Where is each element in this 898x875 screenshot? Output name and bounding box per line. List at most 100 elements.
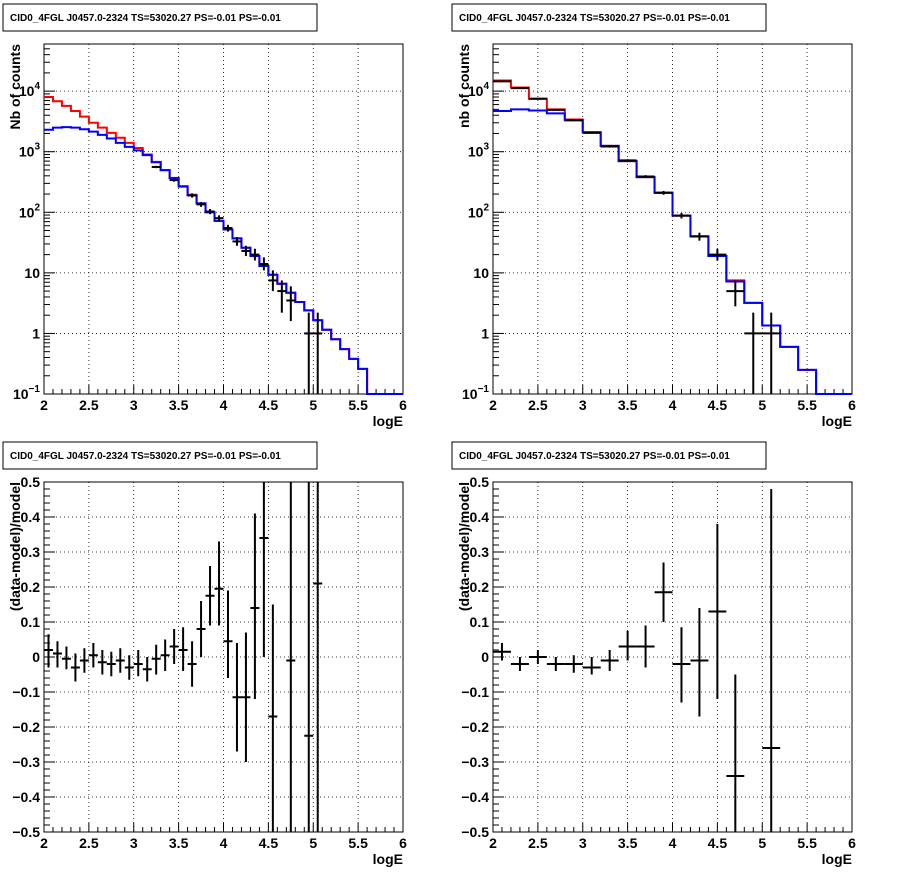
y-tick-base: 0.5 (21, 474, 41, 490)
y-tick-label: −0.1 (461, 684, 489, 700)
x-tick-label: 4 (669, 835, 677, 851)
data-point (618, 630, 637, 661)
x-tick-label: 4 (220, 835, 228, 851)
data-point (744, 312, 763, 394)
y-tick-label: 0.4 (470, 509, 490, 525)
residuals-chart-left: CID0_4FGL J0457.0-2324 TS=53020.27 PS=-0… (2, 441, 407, 867)
y-axis-label: (data-model)/model (456, 482, 472, 611)
y-axis-label: (data-model)/model (7, 482, 23, 611)
x-tick-label: 3 (130, 835, 138, 851)
data-point (259, 482, 269, 657)
data-point (528, 97, 547, 100)
y-tick-exponent: −1 (29, 384, 41, 395)
data-point (187, 641, 197, 687)
data-point (142, 657, 152, 682)
y-tick-base: 0.3 (21, 544, 41, 560)
x-tick-label: 5.5 (797, 835, 817, 851)
y-tick-label: −0.4 (461, 789, 489, 805)
data-point (286, 286, 296, 322)
y-tick-exponent: 2 (34, 202, 40, 213)
data-point (223, 590, 233, 678)
residuals-panel-right: CID0_4FGL J0457.0-2324 TS=53020.27 PS=-0… (449, 438, 898, 875)
x-axis-label: logE (373, 413, 403, 429)
data-point (250, 513, 260, 699)
plot-frame (43, 481, 404, 833)
chart-title: CID0_4FGL J0457.0-2324 TS=53020.27 PS=-0… (10, 13, 281, 24)
y-tick-label: 0 (32, 649, 40, 665)
data-point (582, 131, 601, 134)
y-tick-base: 0 (481, 649, 489, 665)
chart-title: CID0_4FGL J0457.0-2324 TS=53020.27 PS=-0… (459, 451, 730, 462)
data-point (52, 641, 62, 668)
y-tick-exponent: 3 (483, 142, 489, 153)
histogram-series-blue (44, 126, 403, 395)
y-tick-label: 102 (19, 202, 41, 220)
y-tick-base: 0.3 (470, 544, 490, 560)
y-tick-label: 0.1 (21, 614, 41, 630)
data-point (762, 312, 781, 394)
y-tick-label: 0.3 (470, 544, 490, 560)
data-point (726, 280, 745, 307)
y-tick-base: −0.5 (12, 824, 40, 840)
data-point (79, 648, 89, 673)
x-tick-label: 2.5 (79, 835, 99, 851)
data-point (151, 644, 161, 675)
data-point (70, 653, 80, 682)
data-point (672, 627, 691, 703)
data-point (564, 655, 583, 673)
data-point (205, 566, 215, 626)
data-point (313, 312, 323, 394)
chart-title: CID0_4FGL J0457.0-2324 TS=53020.27 PS=-0… (459, 13, 730, 24)
data-point (618, 159, 637, 162)
y-tick-label: 0 (481, 649, 489, 665)
x-tick-label: 5.5 (797, 397, 817, 413)
y-tick-label: −0.5 (461, 824, 489, 840)
y-tick-label: −0.5 (12, 824, 40, 840)
data-point (546, 108, 565, 111)
y-tick-exponent: 2 (483, 202, 489, 213)
data-point (124, 655, 134, 680)
data-point (636, 175, 655, 178)
y-tick-base: 0.4 (21, 509, 41, 525)
y-tick-base: 0.4 (470, 509, 490, 525)
x-tick-label: 6 (848, 397, 856, 413)
y-tick-base: −0.5 (461, 824, 489, 840)
data-point (564, 119, 583, 122)
y-tick-base: −0.4 (461, 789, 489, 805)
data-point (510, 657, 529, 671)
data-point (654, 562, 673, 622)
x-tick-label: 6 (399, 835, 407, 851)
y-tick-base: 0.5 (470, 474, 490, 490)
x-tick-label: 4.5 (259, 397, 279, 413)
y-tick-base: 1 (481, 325, 489, 341)
data-point (61, 646, 71, 670)
data-point (493, 80, 511, 83)
x-axis-label: logE (822, 851, 852, 867)
y-axis-label: Nb of counts (7, 44, 23, 130)
residuals-chart-right: CID0_4FGL J0457.0-2324 TS=53020.27 PS=-0… (451, 441, 856, 867)
x-tick-label: 5 (758, 397, 766, 413)
x-tick-label: 5.5 (348, 397, 368, 413)
title-box (2, 441, 318, 470)
x-tick-label: 4.5 (708, 835, 728, 851)
data-point (187, 193, 197, 198)
title-box (451, 441, 767, 470)
x-tick-label: 2.5 (528, 835, 548, 851)
counts-panel-right: CID0_4FGL J0457.0-2324 TS=53020.27 PS=-0… (449, 0, 898, 437)
title-box (2, 3, 318, 32)
y-tick-label: −0.2 (12, 719, 40, 735)
y-tick-base: −0.4 (12, 789, 40, 805)
y-tick-base: 10 (19, 83, 35, 99)
data-point (268, 270, 278, 292)
y-tick-label: −0.1 (12, 684, 40, 700)
data-point (600, 145, 619, 148)
x-tick-label: 3.5 (618, 397, 638, 413)
data-point (115, 648, 125, 673)
x-tick-label: 4.5 (259, 835, 279, 851)
data-point (546, 657, 565, 671)
data-point (196, 202, 206, 207)
y-tick-label: 10−1 (13, 384, 40, 402)
data-point (636, 625, 655, 668)
residuals-panel-left: CID0_4FGL J0457.0-2324 TS=53020.27 PS=-0… (0, 438, 449, 875)
title-box (451, 3, 767, 32)
